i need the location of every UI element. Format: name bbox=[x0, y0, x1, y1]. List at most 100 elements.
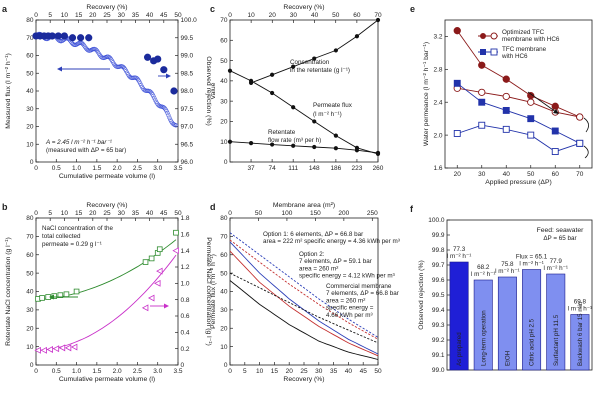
x-tick-label: 10 bbox=[256, 368, 264, 375]
flux-marker bbox=[156, 103, 162, 108]
flux-curve-option1 bbox=[229, 241, 379, 355]
y-tick-label: 99.8 bbox=[432, 247, 445, 254]
top-tick-label: 0 bbox=[228, 12, 232, 19]
arrow-left-head bbox=[57, 66, 62, 72]
commercial-annotation: Commercial membrane bbox=[326, 283, 392, 290]
flux-curve-commercial bbox=[229, 280, 379, 360]
permeate-marker bbox=[52, 345, 60, 353]
data-point bbox=[270, 90, 275, 96]
permeate-marker bbox=[58, 344, 66, 352]
top-tick-label: 20 bbox=[269, 12, 277, 19]
permeance-down bbox=[457, 124, 580, 153]
series-label: in the retentate (g l⁻¹) bbox=[290, 67, 350, 74]
y2-tick-label: 0.2 bbox=[181, 346, 190, 353]
bar-value-label: 69.8 bbox=[574, 299, 587, 306]
rejection-marker bbox=[68, 34, 77, 42]
y-tick-label: 60 bbox=[220, 252, 228, 259]
top-tick-label: 20 bbox=[89, 12, 97, 19]
x-tick-label: 3.0 bbox=[153, 165, 162, 172]
commercial-annotation: 7 elements, ΔP = 66.8 bar bbox=[326, 290, 399, 297]
y-tick-label: 2.4 bbox=[433, 99, 442, 106]
x-tick-label: 1.0 bbox=[72, 368, 81, 375]
y2-tick-label: 98.5 bbox=[181, 70, 194, 77]
y-tick-label: 10 bbox=[220, 344, 228, 351]
option2-annotation: area = 260 m² bbox=[299, 265, 338, 272]
y-tick-label: 99.9 bbox=[432, 232, 445, 239]
series-2 bbox=[229, 141, 379, 154]
x-tick-label: 3.0 bbox=[153, 368, 162, 375]
retentate-marker bbox=[142, 259, 149, 265]
x-tick-label: 186 bbox=[330, 165, 341, 172]
y-tick-label: 50 bbox=[220, 58, 228, 65]
y2-tick-label: 1.8 bbox=[181, 215, 190, 222]
option1-annotation: Option 1: 6 elements, ΔP = 66.8 bar bbox=[263, 231, 363, 238]
x-tick-label: 74 bbox=[269, 165, 277, 172]
y2-tick-label: 99.0 bbox=[181, 53, 194, 60]
top-tick-label: 40 bbox=[146, 210, 154, 217]
data-point bbox=[291, 64, 296, 69]
bar-category-label: Citric acid pH 2.5 bbox=[529, 318, 536, 366]
x-axis-label: Cumulative permeate volume (l) bbox=[59, 376, 155, 383]
y2-axis-label: Permeate NaCl concentration (g l⁻¹) bbox=[205, 237, 212, 346]
y2-tick-label: 1.2 bbox=[181, 264, 190, 271]
rejection-marker bbox=[154, 55, 162, 63]
bar-value-label: 68.2 bbox=[477, 264, 490, 271]
top-tick-label: 10 bbox=[248, 12, 256, 19]
annotation: total collected bbox=[42, 233, 81, 240]
panel-d: 0 5 10 15 20 25 30 35 40 45 50 Recovery (%) 0 10 20 30 4… bbox=[210, 202, 400, 383]
y-tick-label: 80 bbox=[26, 17, 34, 24]
data-point bbox=[333, 48, 338, 53]
y-tick-label: 0 bbox=[30, 362, 34, 369]
y-tick-label: 30 bbox=[26, 106, 34, 113]
bar-value-unit: l m⁻² h⁻¹ bbox=[519, 261, 544, 268]
option2-annotation: specific energy = 4.12 kWh per m³ bbox=[299, 273, 395, 280]
top-tick-label: 25 bbox=[103, 210, 111, 217]
permeate-marker bbox=[172, 247, 179, 255]
series-label: Permeate flux bbox=[313, 102, 353, 109]
permeance-marker bbox=[502, 125, 510, 133]
top-tick-label: 100 bbox=[281, 210, 292, 217]
y-tick-label: 2.8 bbox=[433, 67, 442, 74]
y-tick-label: 50 bbox=[220, 270, 228, 277]
x-tick-label: 25 bbox=[300, 368, 308, 375]
y-tick-label: 80 bbox=[26, 215, 34, 222]
data-point bbox=[333, 133, 338, 138]
y-axis-label: Water permeance (l m⁻² h⁻¹ bar⁻¹) bbox=[423, 42, 430, 146]
x-tick-label: 30 bbox=[315, 368, 323, 375]
top-tick-label: 40 bbox=[146, 12, 154, 19]
panel-f: 99.0 99.1 99.2 99.3 99.4 99.5 99.6 99.7 99.8 99.9… bbox=[410, 204, 593, 374]
y-axis-label: Measured flux (l m⁻² h⁻¹) bbox=[5, 53, 12, 129]
return-arrow bbox=[583, 117, 589, 133]
y-tick-label: 80 bbox=[220, 215, 228, 222]
legend-marker bbox=[490, 48, 498, 56]
x-tick-label: 5 bbox=[243, 368, 247, 375]
data-point bbox=[375, 150, 381, 155]
commercial-annotation: specific energy = bbox=[326, 305, 374, 312]
x-axis-label: Cumulative permeate volume (l) bbox=[59, 173, 155, 180]
permeance-marker bbox=[527, 131, 535, 139]
y-axis-label: Permeate flux (l m⁻² h⁻¹) bbox=[210, 254, 217, 329]
series-label: Concentration bbox=[290, 59, 330, 66]
flux-marker bbox=[151, 94, 156, 99]
top-tick-label: 50 bbox=[255, 210, 263, 217]
y-tick-label: 0 bbox=[30, 159, 34, 166]
annotation: (measured with ΔP = 65 bar) bbox=[46, 147, 126, 154]
panel-e: 20 30 40 50 60 70 Applied pressure (ΔP) Water p… bbox=[410, 4, 593, 186]
flux-marker bbox=[122, 65, 127, 71]
annotation: A = 2.45 l m⁻² h⁻¹ bar⁻¹ bbox=[45, 139, 112, 146]
bar bbox=[570, 314, 590, 371]
y-tick-label: 100.0 bbox=[428, 217, 445, 224]
top-tick-label: 15 bbox=[75, 12, 83, 19]
panel-letter-f: f bbox=[410, 204, 414, 214]
y-tick-label: 99.0 bbox=[432, 367, 445, 374]
legend-label: with HC6 bbox=[501, 53, 528, 60]
x-tick-label: 0.5 bbox=[52, 368, 61, 375]
y-tick-label: 40 bbox=[26, 289, 34, 296]
x-axis-label: Recovery (%) bbox=[283, 376, 324, 383]
y-axis-label: Observed rejection (%) bbox=[418, 260, 425, 330]
chart-title: Feed: seawater bbox=[537, 227, 585, 234]
permeance-marker bbox=[453, 79, 461, 87]
panel-a: 0 0.5 1.0 1.5 2.0 2.5 3.0 3.5 Cumulative permeat… bbox=[2, 4, 212, 180]
top-tick-label: 0 bbox=[34, 12, 38, 19]
